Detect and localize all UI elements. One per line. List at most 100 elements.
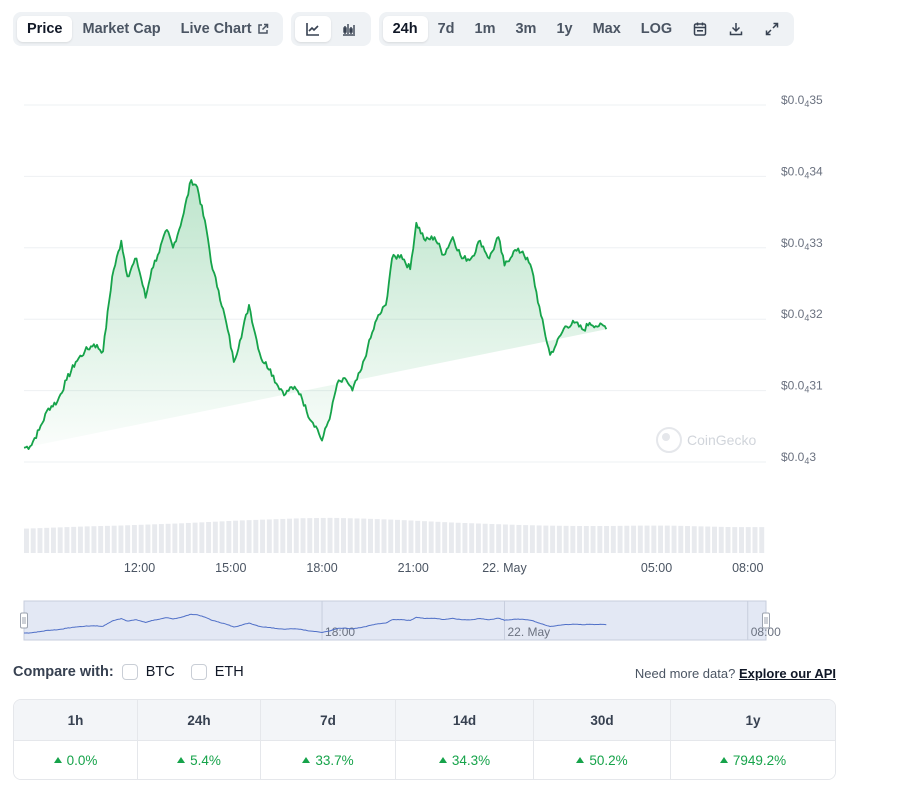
caret-up-icon [302,756,311,763]
volume-bar [435,521,441,553]
line-chart-icon [305,23,319,36]
tab-live-chart[interactable]: Live Chart [171,16,279,42]
change-30d: 50.2% [534,741,671,779]
navigator-handle-left[interactable] [20,612,28,629]
change-7d-value: 33.7% [315,753,354,768]
volume-bar [273,519,279,553]
y-tick-suffix: 32 [809,307,823,321]
volume-bar [118,525,124,553]
caret-up-icon [438,756,447,763]
price-chart[interactable]: CoinGecko $0.043$0.0431$0.0432$0.0433$0.… [0,0,899,650]
performance-table: 1h 24h 7d 14d 30d 1y 0.0% 5.4% 33.7% 34.… [13,699,836,780]
y-tick-subscript: 4 [804,170,809,180]
volume-bar [395,519,400,553]
compare-eth-checkbox[interactable]: ETH [190,664,244,680]
range-3m[interactable]: 3m [515,21,537,37]
checkbox-box[interactable] [190,664,207,680]
range-1y[interactable]: 1y [556,21,573,37]
y-tick-subscript: 4 [804,313,809,323]
coingecko-watermark: CoinGecko [656,427,756,453]
range-group: 24h 7d 1m 3m 1y Max LOG [378,12,795,46]
caret-up-icon [53,756,62,763]
volume-bar [543,525,549,553]
range-7d[interactable]: 7d [437,21,455,37]
y-tick-prefix: $0.0 [781,164,805,178]
download-icon [729,23,743,36]
checkbox-box[interactable] [121,664,138,680]
volume-bar [469,523,475,553]
volume-bar [455,522,461,553]
range-1m[interactable]: 1m [474,21,496,37]
calendar-button[interactable] [682,16,718,42]
volume-bar [698,526,704,553]
volume-bar [563,525,569,553]
volume-bar [44,527,50,553]
volume-bar [192,522,198,553]
header-24h: 24h [138,700,261,740]
volume-bar [84,526,90,553]
volume-bar [145,524,151,553]
volume-bars [24,517,765,553]
volume-bar [361,518,367,553]
change-1y-value: 7949.2% [732,753,787,768]
tab-live-chart-label: Live Chart [180,21,252,37]
navigator-selection[interactable] [23,600,767,641]
volume-bar [725,527,731,553]
volume-bar [705,526,711,553]
volume-bar [50,527,56,553]
volume-bar [71,526,77,553]
y-tick-subscript: 4 [804,99,809,109]
navigator-series-line [24,613,607,634]
compare-row: Compare with: BTC ETH [13,664,260,680]
watermark-text: CoinGecko [687,432,756,448]
compare-btc-label: BTC [145,664,175,680]
volume-bar [617,525,623,553]
x-tick-label: 21:00 [398,561,429,575]
navigator-tick-label: 08:00 [751,625,781,639]
y-tick-label: $0.0431 [781,379,823,395]
range-navigator[interactable]: 18:00 22. May 08:00 [20,600,782,641]
volume-bar [354,518,360,553]
x-tick-label: 05:00 [641,561,672,575]
y-tick-subscript: 4 [804,242,809,252]
volume-bar [604,525,610,553]
volume-bar [462,523,468,553]
volume-bar [212,521,218,553]
y-tick-prefix: $0.0 [781,450,805,464]
volume-bar [233,520,239,553]
header-30d: 30d [534,700,671,740]
navigator-tick-label: 18:00 [325,625,355,639]
volume-bar [64,527,70,553]
compare-btc-checkbox[interactable]: BTC [121,664,175,680]
chart-toolbar: Price Market Cap Live Chart 24h 7d 1m 3m… [13,12,795,46]
tab-market-cap[interactable]: Market Cap [82,21,161,37]
x-tick-label: 12:00 [124,561,155,575]
candlestick-chart-button[interactable] [331,16,367,42]
volume-bar [226,521,232,553]
caret-up-icon [177,756,186,763]
volume-bar [172,523,178,553]
range-max[interactable]: Max [592,21,621,37]
volume-bar [327,517,333,553]
volume-bar [475,523,481,553]
y-tick-label: $0.043 [781,450,816,466]
change-1h: 0.0% [14,741,138,779]
volume-bar [104,525,110,553]
compare-label: Compare with: [13,664,114,680]
x-tick-label: 22. May [482,561,527,575]
navigator-handle-right[interactable] [762,612,770,629]
volume-bar [732,527,738,553]
header-7d: 7d [261,700,396,740]
line-chart-button[interactable] [294,16,331,42]
fullscreen-button[interactable] [754,16,790,42]
volume-bar [597,525,603,553]
volume-bar [678,525,684,553]
download-button[interactable] [718,16,754,42]
x-axis-labels: 12:00 15:00 18:00 21:00 22. May 05:00 08:00 [124,561,764,575]
volume-bar [509,524,515,553]
volume-bar [287,518,293,553]
log-toggle[interactable]: LOG [640,21,673,37]
explore-api-link[interactable]: Explore our API [738,666,836,681]
range-24h[interactable]: 24h [382,16,428,42]
tab-price[interactable]: Price [17,16,73,42]
